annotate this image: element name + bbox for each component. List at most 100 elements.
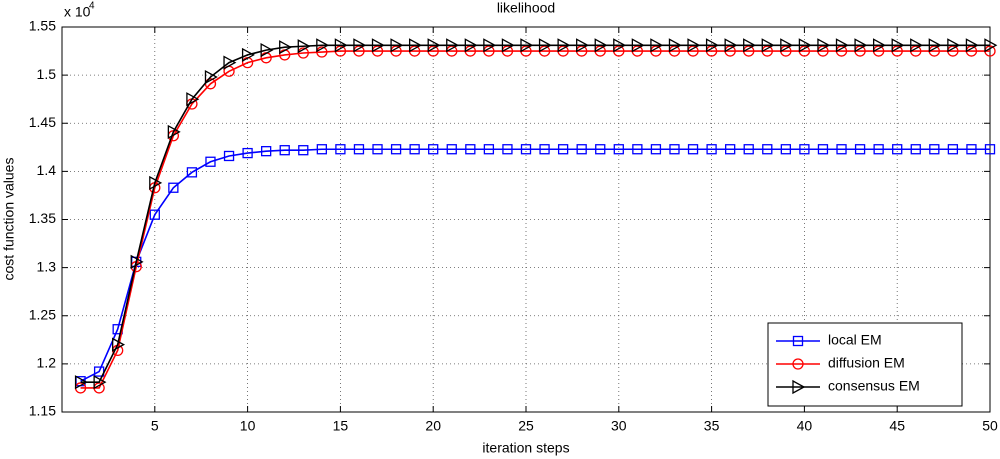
- marker: [334, 38, 348, 53]
- marker: [539, 144, 550, 155]
- legend-label: consensus EM: [828, 378, 920, 394]
- marker: [817, 38, 831, 53]
- marker: [780, 38, 794, 53]
- marker: [705, 38, 719, 53]
- marker: [706, 144, 717, 155]
- marker: [298, 145, 309, 156]
- marker: [910, 38, 924, 53]
- marker: [316, 38, 330, 53]
- marker: [371, 38, 385, 53]
- marker: [427, 38, 441, 53]
- marker: [650, 38, 664, 53]
- marker: [130, 254, 144, 269]
- series-line: [80, 148, 990, 382]
- x-axis-label: iteration steps: [482, 440, 569, 456]
- marker: [74, 375, 88, 390]
- marker: [408, 38, 422, 53]
- x-tick-label: 50: [982, 418, 998, 434]
- marker: [335, 144, 346, 155]
- marker: [316, 144, 327, 155]
- marker: [891, 38, 905, 53]
- x-tick-label: 10: [240, 418, 256, 434]
- marker: [576, 144, 587, 155]
- chart-title: likelihood: [497, 0, 555, 16]
- marker: [576, 38, 590, 53]
- marker: [483, 144, 495, 155]
- marker: [668, 38, 682, 53]
- marker: [464, 38, 478, 53]
- marker: [632, 144, 643, 155]
- marker: [792, 335, 804, 347]
- legend-label: local EM: [828, 332, 882, 348]
- x-tick-label: 35: [704, 418, 720, 434]
- marker: [502, 144, 513, 155]
- marker: [557, 38, 571, 53]
- marker: [966, 144, 977, 155]
- marker: [873, 144, 884, 155]
- marker: [854, 38, 868, 53]
- marker: [186, 167, 198, 178]
- marker: [279, 40, 293, 55]
- legend-label: diffusion EM: [828, 355, 905, 371]
- marker: [854, 144, 866, 155]
- marker: [409, 144, 420, 155]
- marker: [168, 182, 179, 193]
- marker: [792, 379, 806, 395]
- marker: [872, 38, 886, 53]
- marker: [520, 38, 534, 53]
- marker: [186, 92, 200, 107]
- series-line: [80, 50, 990, 389]
- y-multiplier: x 10: [64, 4, 91, 20]
- marker: [483, 38, 497, 53]
- y-tick-label: 1.15: [29, 403, 56, 419]
- marker: [260, 43, 274, 58]
- marker: [984, 144, 996, 155]
- marker: [613, 38, 627, 53]
- marker: [650, 144, 662, 155]
- marker: [112, 337, 126, 352]
- y-multiplier-exponent: 4: [89, 1, 95, 12]
- marker: [910, 144, 921, 155]
- marker: [595, 144, 606, 155]
- marker: [372, 144, 383, 155]
- marker: [223, 150, 235, 162]
- marker: [792, 358, 804, 370]
- marker: [279, 145, 290, 156]
- y-tick-label: 1.4: [37, 162, 57, 178]
- marker: [261, 146, 272, 157]
- marker: [669, 144, 680, 155]
- marker: [501, 38, 515, 53]
- marker: [613, 144, 624, 155]
- marker: [928, 38, 942, 53]
- marker: [798, 38, 812, 53]
- marker: [353, 144, 365, 155]
- marker: [892, 144, 903, 155]
- marker: [631, 38, 645, 53]
- marker: [687, 144, 699, 155]
- marker: [817, 144, 829, 155]
- marker: [93, 375, 107, 390]
- marker: [242, 147, 253, 159]
- marker: [204, 69, 218, 85]
- marker: [465, 144, 476, 155]
- marker: [780, 144, 791, 155]
- marker: [743, 144, 754, 155]
- marker: [929, 144, 940, 155]
- y-tick-label: 1.45: [29, 114, 56, 130]
- marker: [223, 55, 237, 70]
- x-tick-label: 40: [797, 418, 813, 434]
- marker: [724, 38, 738, 53]
- marker: [947, 144, 959, 155]
- marker: [965, 38, 979, 53]
- y-tick-label: 1.35: [29, 210, 56, 226]
- marker: [149, 175, 163, 191]
- marker: [428, 144, 439, 155]
- x-tick-label: 30: [611, 418, 627, 434]
- marker: [557, 144, 569, 155]
- x-tick-label: 5: [151, 418, 159, 434]
- marker: [353, 38, 367, 53]
- marker: [836, 144, 847, 155]
- marker: [762, 144, 773, 155]
- marker: [947, 38, 961, 53]
